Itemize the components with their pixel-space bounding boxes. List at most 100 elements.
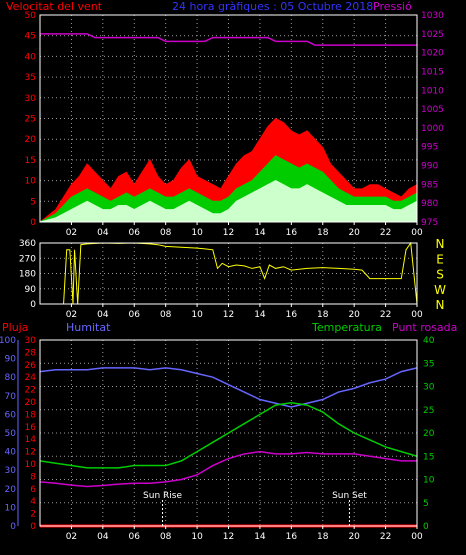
wind-tick-label: 45 — [25, 32, 36, 42]
sunset-label: Sun Set — [332, 491, 367, 501]
rain-tick-label: 0 — [30, 522, 36, 532]
x-tick-label: 18 — [317, 310, 329, 320]
x-tick-label: 10 — [191, 310, 203, 320]
x-tick-label: 06 — [129, 228, 141, 238]
x-tick-label: 08 — [160, 310, 172, 320]
series-line-0 — [39, 367, 418, 408]
x-tick-label: 06 — [129, 310, 141, 320]
rain-tick-label: 4 — [30, 497, 36, 507]
chart-title: 24 hora gràfiques : 05 Octubre 2018 — [172, 0, 374, 13]
temperature-tick-label: 30 — [423, 383, 435, 393]
compass-label: E — [436, 252, 444, 266]
temperature-tick-label: 0 — [423, 522, 429, 532]
x-tick-label: 22 — [380, 310, 391, 320]
wind-tick-label: 15 — [25, 156, 36, 166]
x-tick-label: 16 — [286, 310, 298, 320]
x-tick-label: 04 — [97, 310, 109, 320]
x-tick-label: 16 — [286, 532, 298, 542]
humidity-tick-label: 0 — [10, 522, 16, 532]
rain-tick-label: 6 — [30, 485, 36, 495]
pressure-label: Pressió — [373, 0, 412, 13]
rain-tick-label: 22 — [25, 386, 36, 396]
wind-tick-label: 0 — [30, 218, 36, 228]
x-tick-label: 16 — [286, 228, 298, 238]
rain-tick-label: 2 — [30, 510, 36, 520]
wind-tick-label: 5 — [30, 197, 36, 207]
rain-tick-label: 16 — [25, 423, 37, 433]
pressure-tick-label: 1000 — [421, 124, 444, 134]
humidity-tick-label: 60 — [5, 410, 17, 420]
x-tick-label: 12 — [223, 228, 234, 238]
x-tick-label: 18 — [317, 532, 329, 542]
temperature-tick-label: 10 — [423, 476, 435, 486]
temperature-tick-label: 15 — [423, 452, 434, 462]
wind-label: Velocitat del vent — [6, 0, 103, 13]
humidity-tick-label: 70 — [5, 392, 17, 402]
rain-tick-label: 8 — [30, 472, 36, 482]
pressure-tick-label: 980 — [421, 199, 438, 209]
pressure-tick-label: 1020 — [421, 49, 444, 59]
humidity-tick-label: 20 — [5, 485, 17, 495]
rain-axis-label: Pluja — [2, 321, 29, 334]
pressure-tick-label: 1010 — [421, 86, 444, 96]
humidity-axis-label: Humitat — [66, 321, 111, 334]
x-tick-label: 10 — [191, 228, 203, 238]
dir-tick-label: 180 — [19, 270, 36, 280]
pressure-line — [40, 33, 417, 46]
x-tick-label: 04 — [97, 532, 109, 542]
dir-tick-label: 360 — [19, 239, 36, 249]
humidity-tick-label: 10 — [5, 503, 17, 513]
dewpoint-legend: Punt rosada — [392, 321, 458, 334]
humidity-tick-label: 40 — [5, 448, 17, 458]
temperature-tick-label: 40 — [423, 336, 435, 346]
x-tick-label: 12 — [223, 310, 234, 320]
temperature-tick-label: 25 — [423, 406, 434, 416]
x-tick-label: 12 — [223, 532, 234, 542]
x-tick-label: 00 — [411, 532, 423, 542]
compass-label: N — [436, 237, 445, 251]
humidity-tick-label: 100 — [0, 336, 16, 346]
temperature-tick-label: 35 — [423, 359, 434, 369]
x-tick-label: 20 — [348, 310, 360, 320]
pressure-tick-label: 985 — [421, 180, 438, 190]
sunrise-label: Sun Rise — [143, 491, 182, 501]
x-tick-label: 14 — [254, 228, 266, 238]
temperature-tick-label: 5 — [423, 499, 429, 509]
pressure-tick-label: 990 — [421, 162, 438, 172]
pressure-tick-label: 1025 — [421, 30, 444, 40]
wind-tick-label: 50 — [25, 11, 37, 21]
x-tick-label: 00 — [411, 310, 423, 320]
x-tick-label: 22 — [380, 532, 391, 542]
series-line-1 — [39, 402, 418, 469]
temperature-tick-label: 20 — [423, 429, 435, 439]
series-line-2 — [39, 450, 417, 488]
dir-tick-label: 0 — [30, 300, 36, 310]
compass-label: S — [436, 268, 444, 282]
pressure-tick-label: 975 — [421, 218, 438, 228]
x-tick-label: 02 — [66, 228, 77, 238]
wind-tick-label: 10 — [25, 177, 37, 187]
x-tick-label: 08 — [160, 228, 172, 238]
rain-tick-label: 24 — [25, 373, 37, 383]
x-tick-label: 08 — [160, 532, 172, 542]
wind-tick-label: 35 — [25, 73, 36, 83]
x-tick-label: 04 — [97, 228, 109, 238]
x-tick-label: 20 — [348, 228, 360, 238]
pressure-tick-label: 1005 — [421, 105, 444, 115]
rain-tick-label: 20 — [25, 398, 37, 408]
rain-tick-label: 30 — [25, 336, 37, 346]
wind-tick-label: 30 — [25, 94, 37, 104]
humidity-tick-label: 30 — [5, 466, 17, 476]
humidity-tick-label: 90 — [5, 355, 17, 365]
rain-tick-label: 12 — [25, 448, 36, 458]
direction-line — [40, 241, 418, 305]
x-tick-label: 22 — [380, 228, 391, 238]
humidity-tick-label: 50 — [5, 429, 17, 439]
x-tick-label: 00 — [411, 228, 423, 238]
compass-label: N — [436, 298, 445, 312]
dir-tick-label: 90 — [25, 285, 37, 295]
x-tick-label: 14 — [254, 532, 266, 542]
x-tick-label: 20 — [348, 532, 360, 542]
